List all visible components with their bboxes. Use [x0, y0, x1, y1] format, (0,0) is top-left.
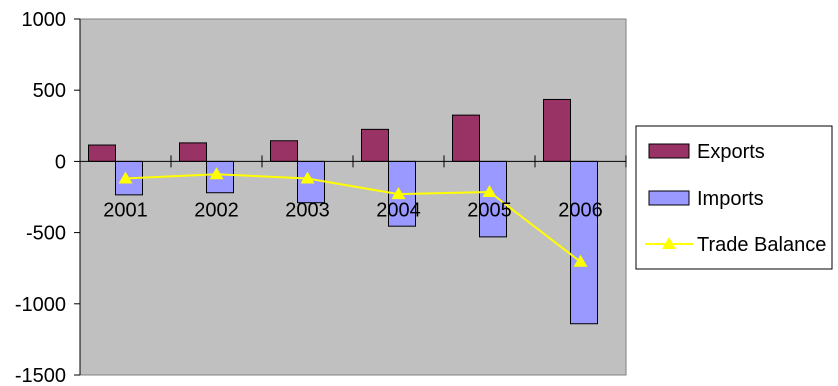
x-tick-label: 2001 [103, 199, 148, 221]
trade-balance-marker [482, 185, 497, 198]
x-tick-label: 2003 [285, 199, 330, 221]
exports-bar [270, 140, 298, 162]
exports-bar [543, 98, 571, 162]
imports-bar [570, 160, 598, 325]
imports-legend-label: Imports [697, 188, 764, 210]
trade-balance-marker [300, 171, 315, 184]
trade-balance-line-group [118, 167, 588, 267]
exports-bar [88, 144, 116, 162]
imports-bar [479, 160, 507, 238]
y-tick-label: -1000 [15, 294, 66, 316]
trade-balance-marker [391, 187, 406, 200]
trade-balance-marker [209, 167, 224, 180]
imports-legend-swatch [648, 190, 690, 206]
exports-legend-label: Exports [697, 141, 765, 163]
legend: Exports Imports Trade Balance [635, 125, 833, 270]
exports-bar [361, 128, 389, 162]
trade-balance-line [125, 173, 582, 263]
x-axis-labels: 2001 2002 2003 2004 2005 2006 [103, 199, 603, 221]
x-tick-label: 2006 [558, 199, 603, 221]
y-tick-label: 0 [55, 151, 66, 173]
y-tick-label: -1500 [15, 365, 66, 386]
exports-bar [452, 114, 480, 162]
x-tick-label: 2004 [376, 199, 421, 221]
trade-balance-legend-label: Trade Balance [697, 234, 826, 256]
y-axis-ticks: 1000 500 0 -500 -1000 -1500 [15, 9, 80, 386]
x-tick-label: 2002 [194, 199, 239, 221]
plot-area [79, 18, 627, 376]
trade-balance-marker [573, 254, 588, 267]
trade-balance-marker [118, 171, 133, 184]
exports-legend-swatch [648, 143, 690, 159]
y-tick-label: 500 [33, 80, 66, 102]
y-tick-label: 1000 [22, 9, 67, 31]
x-tick-label: 2005 [467, 199, 512, 221]
trade-balance-legend-marker [662, 237, 676, 249]
y-tick-label: -500 [26, 223, 66, 245]
exports-bar [179, 142, 207, 162]
